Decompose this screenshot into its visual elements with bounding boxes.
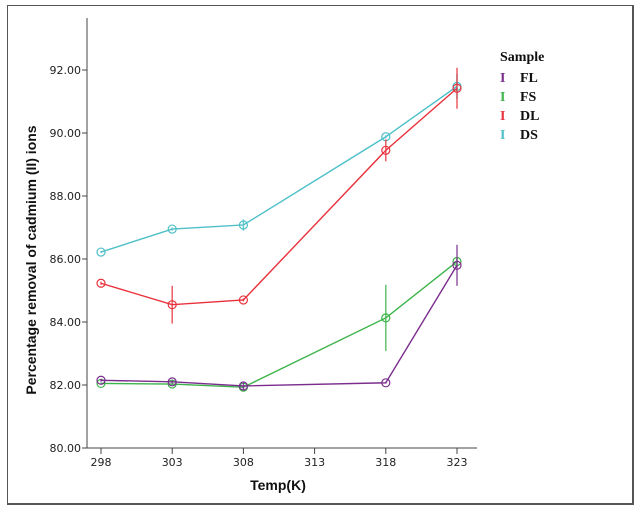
y-tick-label: 82.00	[50, 379, 82, 392]
legend-swatch-icon: I	[500, 108, 506, 124]
y-axis-label: Percentage removal of cadmium (II) ions	[23, 125, 39, 394]
legend-label: DL	[520, 108, 540, 124]
x-tick-label: 318	[375, 456, 396, 469]
chart-frame	[7, 5, 634, 505]
legend-label: FS	[520, 89, 537, 105]
data-point-ds	[167, 224, 177, 234]
legend: Sample I FL I FS I DL I DS	[500, 50, 544, 145]
legend-swatch-icon: I	[500, 70, 506, 86]
data-point-fl	[96, 375, 106, 385]
y-tick-label: 84.00	[50, 316, 82, 329]
legend-item-fl: I FL	[500, 69, 544, 88]
data-point-dl	[238, 295, 248, 305]
data-point-dl	[381, 145, 391, 155]
series-line-dl	[100, 87, 458, 306]
legend-title: Sample	[500, 50, 545, 65]
series-line-ds	[100, 85, 458, 253]
x-tick-label: 323	[447, 456, 468, 469]
legend-label: FL	[520, 70, 538, 86]
data-point-fl	[238, 381, 248, 391]
y-tick-label: 80.00	[50, 442, 82, 455]
legend-swatch-icon: I	[500, 89, 506, 105]
data-point-ds	[96, 247, 106, 257]
series-line-fs	[100, 260, 458, 388]
x-tick-label: 298	[91, 456, 112, 469]
x-tick-label: 303	[162, 456, 183, 469]
y-tick-label: 86.00	[50, 253, 82, 266]
legend-swatch-icon: I	[500, 127, 506, 143]
data-point-fl	[381, 378, 391, 388]
y-tick-label: 90.00	[50, 127, 82, 140]
data-point-fs	[381, 313, 391, 323]
x-tick-label: 313	[304, 456, 325, 469]
data-point-dl	[167, 300, 177, 310]
legend-item-fs: I FS	[500, 88, 544, 107]
x-tick-label: 308	[233, 456, 254, 469]
y-tick-label: 92.00	[50, 64, 82, 77]
legend-item-dl: I DL	[500, 107, 544, 126]
y-tick-label: 88.00	[50, 190, 82, 203]
data-point-fl	[167, 377, 177, 387]
data-point-dl	[452, 83, 462, 93]
data-point-ds	[238, 220, 248, 230]
legend-item-ds: I DS	[500, 126, 544, 145]
series-line-fl	[100, 264, 458, 387]
legend-label: DS	[520, 127, 538, 143]
x-axis-label: Temp(K)	[250, 477, 306, 493]
data-point-dl	[96, 278, 106, 288]
data-point-fl	[452, 260, 462, 270]
